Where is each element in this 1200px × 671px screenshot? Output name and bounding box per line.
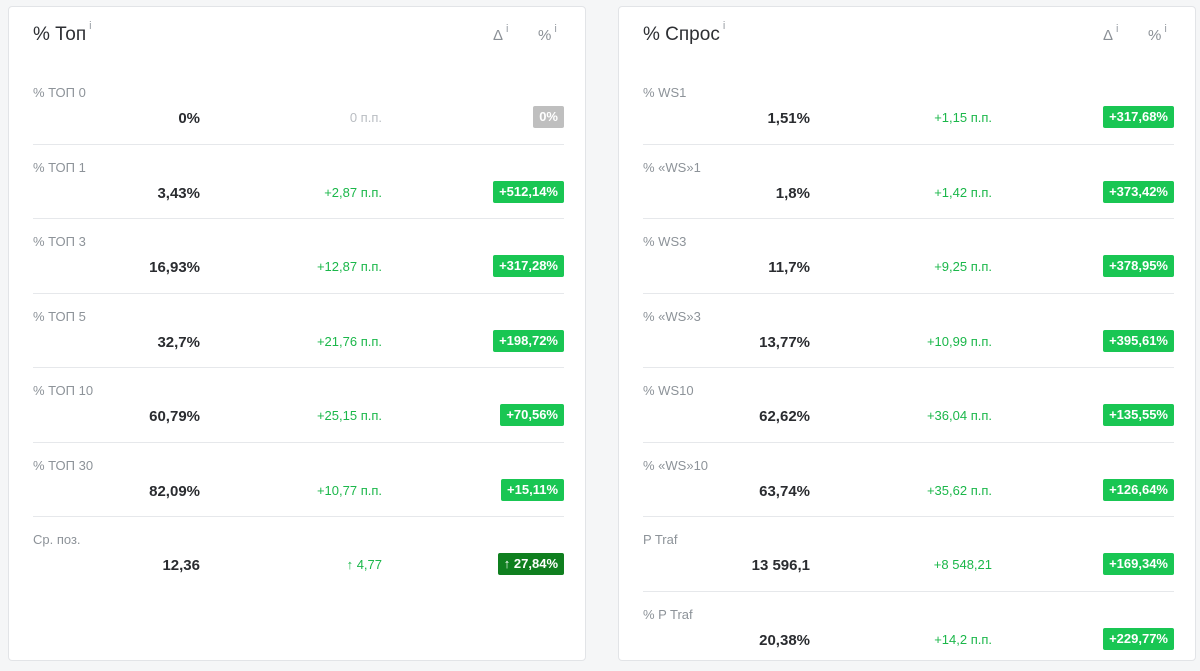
percent-column-header: % i	[1148, 23, 1167, 44]
metric-label: P Traf	[643, 532, 678, 547]
metric-row: % ТОП 30 82,09% +10,77 п.п. +15,11%	[33, 443, 564, 517]
metric-value: 13 596,1	[751, 557, 810, 574]
percent-column-header: % i	[538, 23, 557, 44]
panel-title: % Спрос i	[643, 20, 726, 45]
metric-delta: +35,62 п.п.	[926, 482, 992, 498]
metric-row: % «WS»10 63,74% +35,62 п.п. +126,64%	[643, 443, 1174, 517]
metric-value: 20,38%	[759, 631, 810, 649]
metric-value: 11,7%	[768, 259, 810, 276]
metric-label: % «WS»1	[643, 159, 701, 175]
metric-label: % P Traf	[643, 606, 693, 622]
metric-row: % P Traf 20,38% +14,2 п.п. +229,77%	[643, 592, 1174, 661]
metric-value: 3,43%	[157, 184, 200, 202]
change-badge: +395,61%	[1103, 329, 1174, 352]
change-badge: +229,77%	[1103, 627, 1174, 650]
info-icon[interactable]: i	[722, 20, 726, 32]
metric-value: 62,62%	[759, 408, 810, 425]
metric-value: 0%	[178, 110, 200, 127]
metric-delta: +2,87 п.п.	[324, 184, 382, 200]
metric-row: % «WS»3 13,77% +10,99 п.п. +395,61%	[643, 294, 1174, 368]
metrics-list: % ТОП 0 0% 0 п.п. 0% % ТОП 1 3,43% +2,87 п.п. +…	[33, 70, 564, 592]
metric-label: % ТОП 5	[33, 308, 86, 324]
change-badge: ↑ 27,84%	[497, 553, 564, 575]
metric-value: 32,7%	[157, 333, 200, 351]
info-icon[interactable]: i	[506, 23, 509, 35]
metric-label: % «WS»3	[643, 308, 701, 324]
metric-row: % WS3 11,7% +9,25 п.п. +378,95%	[643, 219, 1174, 294]
change-badge: +373,42%	[1103, 180, 1174, 203]
metric-value: 63,74%	[759, 482, 810, 500]
metric-row: % ТОП 10 60,79% +25,15 п.п. +70,56%	[33, 368, 564, 443]
metric-label: % ТОП 30	[33, 457, 94, 473]
metric-delta: +9,25 п.п.	[934, 259, 992, 274]
change-badge: +317,68%	[1103, 106, 1174, 128]
panel-title: % Топ i	[33, 20, 92, 45]
metric-delta: +1,42 п.п.	[934, 184, 992, 200]
metric-delta: +8 548,21	[933, 557, 992, 572]
info-icon[interactable]: i	[1116, 23, 1119, 35]
change-badge: +317,28%	[493, 255, 564, 277]
metric-label: Ср. поз.	[33, 532, 81, 547]
metric-delta: +25,15 п.п.	[316, 408, 382, 423]
metric-label: % ТОП 3	[33, 234, 86, 249]
metric-label: % WS1	[643, 85, 687, 100]
change-badge: +512,14%	[493, 180, 564, 203]
change-badge: +169,34%	[1103, 553, 1174, 575]
metric-delta: +12,87 п.п.	[316, 259, 382, 274]
metric-label: % «WS»10	[643, 457, 709, 473]
metric-label: % WS3	[643, 234, 687, 249]
metric-delta: +14,2 п.п.	[934, 631, 992, 647]
metric-delta: ↑ 4,77	[346, 557, 382, 572]
info-icon[interactable]: i	[89, 20, 92, 32]
metric-value: 1,8%	[775, 184, 810, 202]
metric-row: % ТОП 0 0% 0 п.п. 0%	[33, 70, 564, 145]
metric-row: % WS10 62,62% +36,04 п.п. +135,55%	[643, 368, 1174, 443]
info-icon[interactable]: i	[554, 23, 557, 35]
metric-delta: +10,99 п.п.	[926, 333, 992, 349]
metric-label: % WS10	[643, 383, 694, 398]
metric-delta: +36,04 п.п.	[926, 408, 992, 423]
metric-row: % ТОП 3 16,93% +12,87 п.п. +317,28%	[33, 219, 564, 294]
metric-value: 82,09%	[149, 482, 200, 500]
metric-row: % ТОП 1 3,43% +2,87 п.п. +512,14%	[33, 145, 564, 219]
metric-delta: +21,76 п.п.	[316, 333, 382, 349]
metric-value: 13,77%	[759, 333, 810, 351]
change-badge: +135,55%	[1103, 404, 1174, 426]
metric-delta: 0 п.п.	[349, 110, 382, 125]
metric-value: 12,36	[162, 557, 200, 574]
change-badge: 0%	[533, 106, 564, 128]
change-badge: +378,95%	[1103, 255, 1174, 277]
metrics-list: % WS1 1,51% +1,15 п.п. +317,68% % «WS»1 1,8% +…	[643, 70, 1174, 661]
change-badge: +15,11%	[501, 478, 564, 501]
change-badge: +70,56%	[500, 404, 564, 426]
metric-row: Ср. поз. 12,36 ↑ 4,77 ↑ 27,84%	[33, 517, 564, 592]
metric-row: % ТОП 5 32,7% +21,76 п.п. +198,72%	[33, 294, 564, 368]
change-badge: +198,72%	[493, 329, 564, 352]
metric-value: 1,51%	[767, 110, 810, 127]
metric-row: % «WS»1 1,8% +1,42 п.п. +373,42%	[643, 145, 1174, 219]
info-icon[interactable]: i	[1164, 23, 1167, 35]
metric-row: P Traf 13 596,1 +8 548,21 +169,34%	[643, 517, 1174, 592]
metric-label: % ТОП 10	[33, 383, 94, 398]
change-badge: +126,64%	[1103, 478, 1174, 501]
metric-row: % WS1 1,51% +1,15 п.п. +317,68%	[643, 70, 1174, 145]
metric-value: 60,79%	[149, 408, 200, 425]
metric-value: 16,93%	[149, 259, 200, 276]
metric-label: % ТОП 1	[33, 159, 86, 175]
metric-label: % ТОП 0	[33, 85, 86, 100]
metric-delta: +1,15 п.п.	[934, 110, 992, 125]
metric-delta: +10,77 п.п.	[316, 482, 382, 498]
